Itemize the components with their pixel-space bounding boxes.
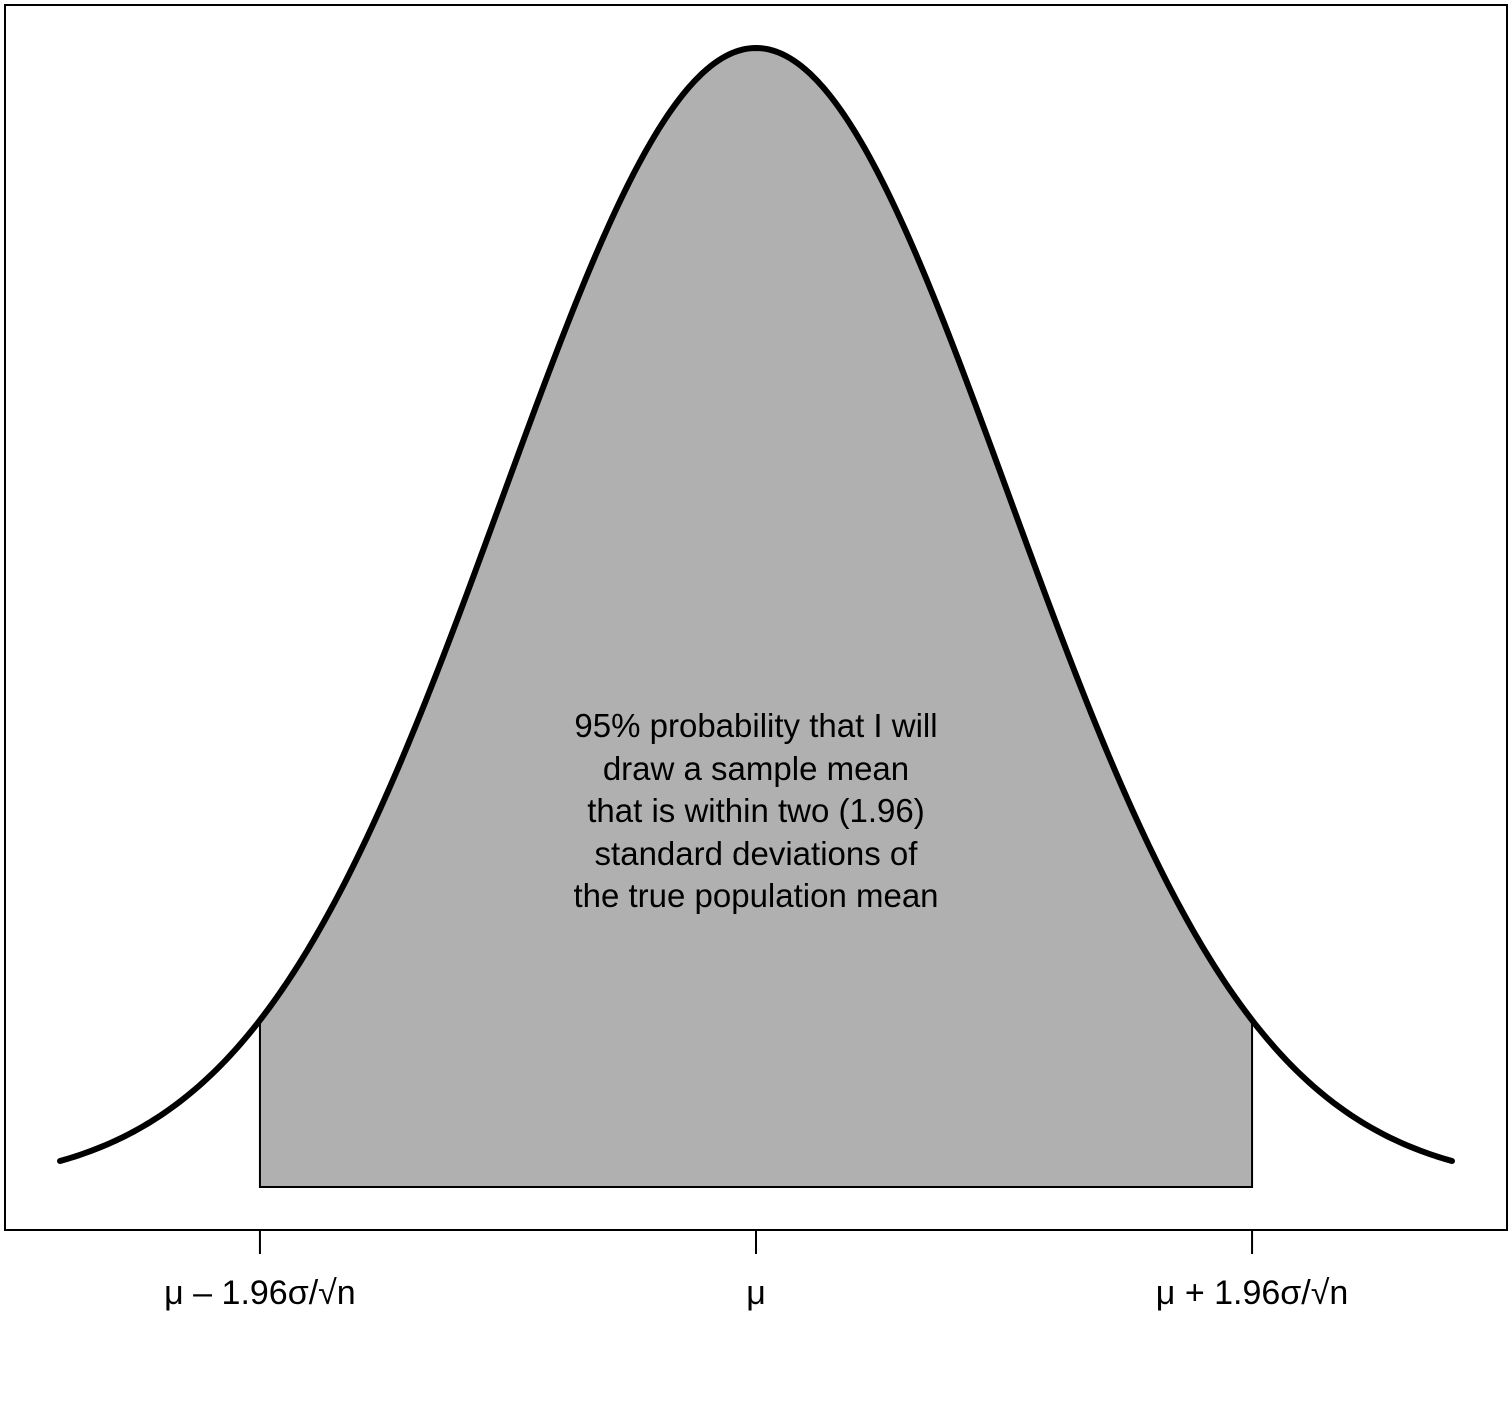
x-axis-ticks bbox=[258, 1230, 1254, 1254]
annotation-line: that is within two (1.96) bbox=[587, 792, 924, 829]
annotation-text: 95% probability that I will draw a sampl… bbox=[573, 707, 938, 914]
tick-label-mean: μ bbox=[746, 1274, 766, 1312]
x-axis-tick-labels: μ – 1.96σ/√n μ μ + 1.96σ/√n bbox=[164, 1274, 1348, 1312]
normal-density-curve bbox=[57, 45, 1455, 1165]
annotation-line: the true population mean bbox=[573, 877, 938, 914]
annotation-line: 95% probability that I will bbox=[574, 707, 937, 744]
tick-label-upper-bound: μ + 1.96σ/√n bbox=[1156, 1274, 1349, 1312]
tick-label-lower-bound: μ – 1.96σ/√n bbox=[164, 1274, 356, 1312]
annotation-line: draw a sample mean bbox=[603, 750, 909, 787]
annotation-line: standard deviations of bbox=[595, 835, 919, 872]
